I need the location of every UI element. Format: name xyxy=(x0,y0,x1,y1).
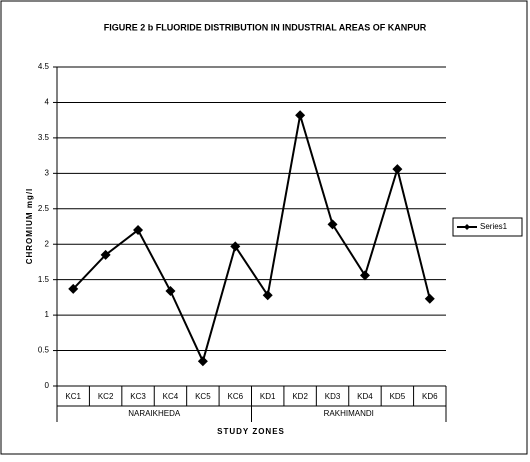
legend-box xyxy=(452,217,523,237)
x-tick-label: KD2 xyxy=(292,392,308,401)
marker xyxy=(68,283,79,294)
marker xyxy=(230,241,241,252)
x-axis-label: STUDY ZONES xyxy=(217,427,285,436)
x-tick-label: KD4 xyxy=(357,392,373,401)
legend-label: Series1 xyxy=(480,222,508,231)
marker xyxy=(100,249,111,260)
x-tick-label: KD6 xyxy=(422,392,438,401)
y-tick-label: 1.5 xyxy=(38,275,50,284)
y-tick-label: 4 xyxy=(45,98,50,107)
marker xyxy=(392,164,403,175)
marker xyxy=(262,290,273,301)
group-label: RAKHIMANDI xyxy=(324,409,374,418)
series-line xyxy=(72,114,431,365)
x-tick-label: KC1 xyxy=(65,392,81,401)
y-tick-label: 0.5 xyxy=(38,346,50,355)
marker xyxy=(327,219,338,230)
chart-title: FIGURE 2 b FLUORIDE DISTRIBUTION IN INDU… xyxy=(104,22,427,32)
x-tick-label: KD5 xyxy=(390,392,406,401)
x-tick-label: KC6 xyxy=(228,392,244,401)
y-tick-label: 2.5 xyxy=(38,204,50,213)
x-tick-label: KC3 xyxy=(130,392,146,401)
y-tick-label: 3.5 xyxy=(38,133,50,142)
marker xyxy=(197,356,208,367)
legend-marker xyxy=(464,224,470,230)
x-tick-label: KD1 xyxy=(260,392,276,401)
y-tick-label: 4.5 xyxy=(38,62,50,71)
group-label: NARAIKHEDA xyxy=(128,409,181,418)
marker xyxy=(295,110,306,121)
y-tick-label: 3 xyxy=(45,168,50,177)
x-tick-label: KC4 xyxy=(163,392,179,401)
x-tick-label: KC2 xyxy=(98,392,114,401)
y-tick-label: 0 xyxy=(45,381,50,390)
marker xyxy=(133,225,144,236)
x-tick-label: KC5 xyxy=(195,392,211,401)
y-tick-label: 1 xyxy=(45,310,50,319)
marker xyxy=(359,270,370,281)
x-tick-label: KD3 xyxy=(325,392,341,401)
y-tick-label: 2 xyxy=(45,239,50,248)
marker xyxy=(424,293,435,304)
marker xyxy=(165,286,176,297)
y-axis-label: CHROMIUM mg/l xyxy=(25,188,34,265)
